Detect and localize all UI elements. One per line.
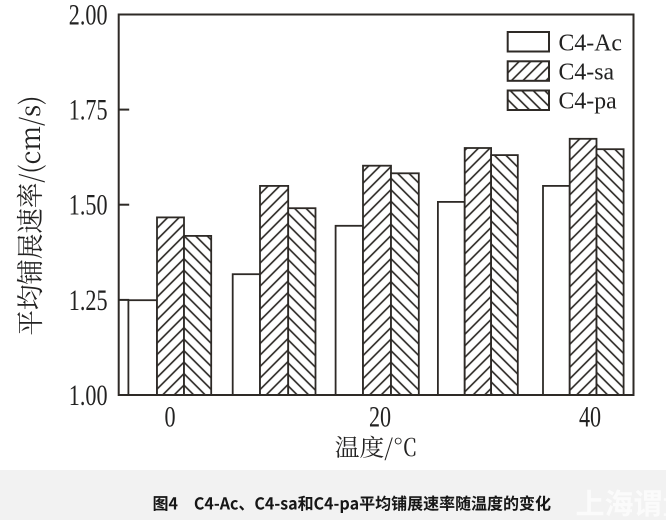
svg-text:C4-Ac: C4-Ac [559,29,623,57]
svg-text:2.00: 2.00 [69,0,108,31]
svg-text:C4-pa: C4-pa [559,87,617,115]
svg-text:20: 20 [369,400,391,433]
svg-text:1.25: 1.25 [69,284,108,317]
svg-text:40: 40 [579,400,601,433]
svg-text:C4-sa: C4-sa [559,58,615,86]
svg-text:1.75: 1.75 [69,93,108,126]
svg-text:0: 0 [164,400,175,433]
svg-text:1.00: 1.00 [69,379,108,412]
svg-text:1.50: 1.50 [69,189,108,222]
